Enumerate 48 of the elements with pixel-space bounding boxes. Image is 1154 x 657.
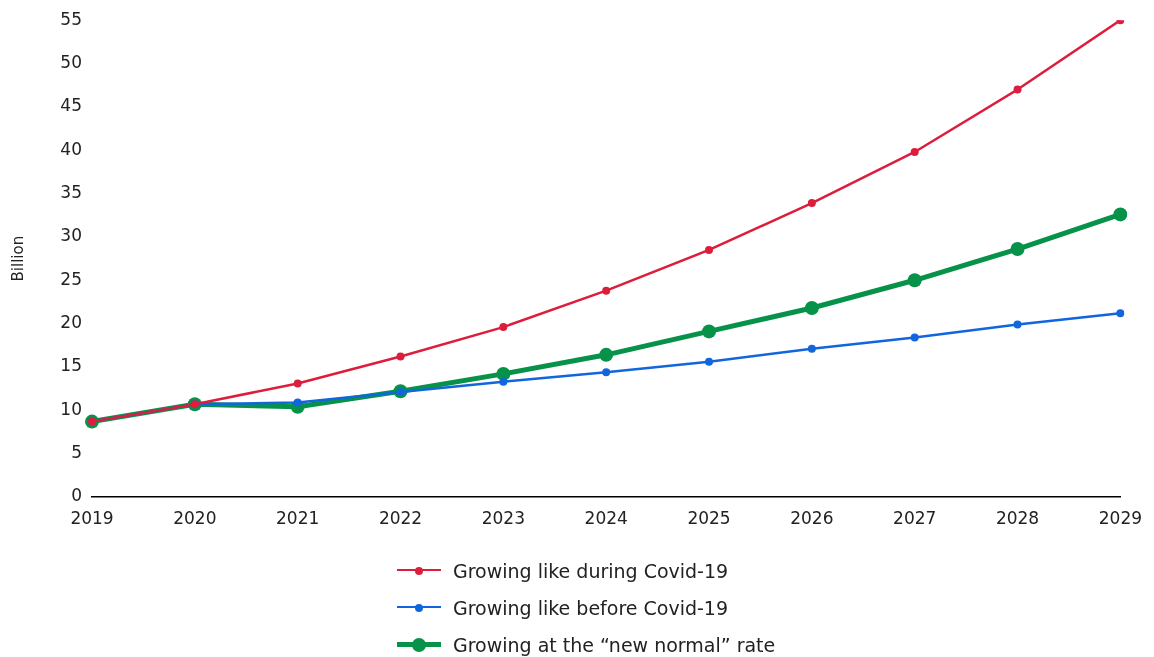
point [396,352,405,361]
point [1010,242,1025,257]
point [293,379,302,388]
x-tick-label: 2025 [687,507,731,528]
point [602,368,611,377]
x-tick-label: 2021 [276,507,320,528]
point [910,333,919,342]
point [804,301,819,316]
y-tick-label: 40 [60,138,82,159]
legend-label: Growing like before Covid-19 [453,596,729,619]
legend-label: Growing like during Covid-19 [453,559,729,582]
point [599,347,614,362]
point [705,245,714,254]
point [807,344,816,353]
point [705,357,714,366]
y-tick-label: 35 [60,182,82,202]
y-tick-label: 15 [60,355,82,376]
y-tick-label: 45 [60,95,82,116]
x-tick-label: 2028 [995,507,1040,528]
point [1013,85,1022,94]
point [1116,309,1125,318]
x-tick-label: 2027 [893,507,937,528]
point [1013,320,1022,329]
point [1113,207,1128,222]
x-tick-label: 2023 [481,507,525,528]
y-tick-label: 50 [60,51,82,72]
x-tick-label: 2026 [790,507,834,528]
point [602,286,611,295]
x-tick-label: 2029 [1098,507,1142,528]
x-tick-label: 2024 [584,507,628,528]
point [807,199,816,208]
y-tick-label: 55 [60,8,82,29]
x-tick-label: 2022 [378,507,423,528]
y-tick-label: 0 [71,485,82,506]
y-tick-label: 5 [71,442,82,463]
legend-label: Growing at the “new normal” rate [453,633,776,656]
point [910,147,919,156]
x-tick-label: 2019 [70,507,114,528]
point [499,323,508,332]
point [499,377,508,386]
y-tick-label: 25 [60,268,82,289]
y-tick-label: 30 [60,225,82,246]
y-tick-label: 10 [60,398,82,419]
y-axis-title: Billion [8,235,27,282]
point [907,273,922,288]
y-tick-label: 20 [60,312,82,333]
point [702,324,717,339]
x-tick-label: 2020 [173,507,217,528]
